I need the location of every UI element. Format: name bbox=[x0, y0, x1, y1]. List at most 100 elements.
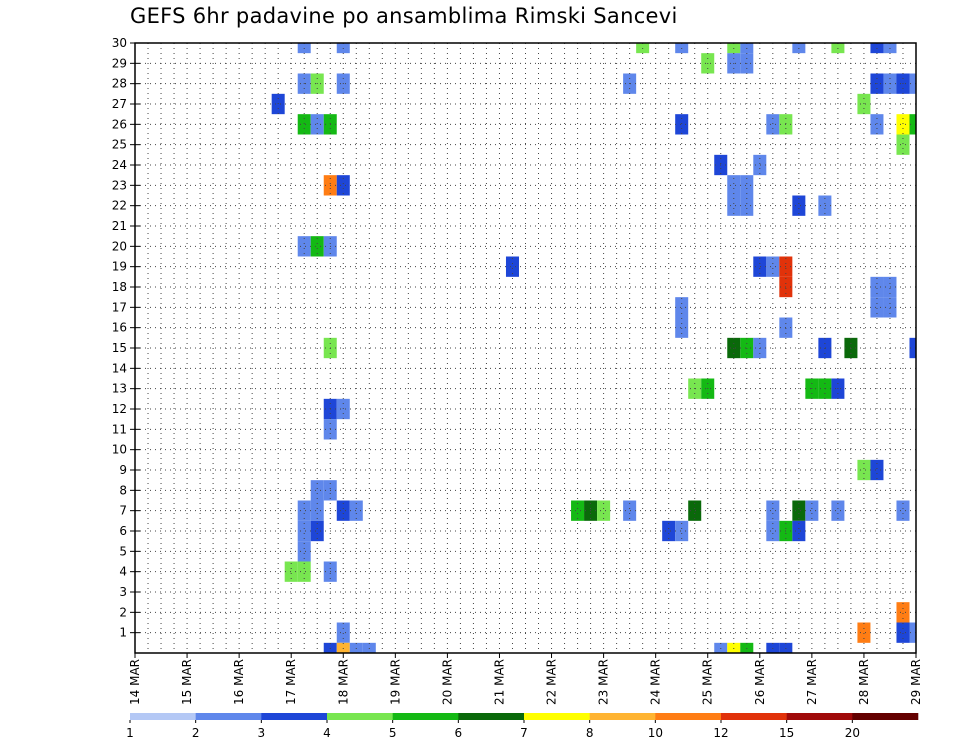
heatmap-cell bbox=[857, 459, 871, 481]
y-tick-label: 10 bbox=[112, 443, 127, 457]
heatmap-cell bbox=[870, 276, 884, 298]
heatmap-cell bbox=[818, 195, 832, 216]
heatmap-cell bbox=[675, 317, 689, 338]
colorbar-segment bbox=[392, 713, 459, 720]
heatmap-cell bbox=[297, 520, 311, 542]
heatmap-cell bbox=[597, 500, 611, 521]
x-tick-label: 23 MAR bbox=[597, 659, 611, 705]
x-tick-label: 17 MAR bbox=[284, 659, 298, 705]
heatmap-cell bbox=[792, 520, 806, 542]
y-tick-label: 25 bbox=[112, 138, 127, 152]
heatmap-cell bbox=[349, 642, 363, 653]
x-tick-label: 15 MAR bbox=[180, 659, 194, 705]
y-tick-label: 1 bbox=[119, 626, 127, 640]
y-tick-label: 20 bbox=[112, 239, 127, 253]
heatmap-cell bbox=[753, 256, 767, 277]
heatmap-cell bbox=[675, 297, 689, 318]
y-tick-label: 22 bbox=[112, 199, 127, 213]
heatmap-cell bbox=[662, 520, 676, 542]
heatmap-cell bbox=[753, 154, 767, 176]
heatmap-cell bbox=[909, 114, 916, 135]
heatmap-cell bbox=[297, 541, 311, 562]
y-tick-label: 21 bbox=[112, 219, 127, 233]
y-tick-label: 6 bbox=[119, 524, 127, 538]
heatmap-cell bbox=[831, 500, 845, 521]
x-tick-label: 19 MAR bbox=[388, 659, 402, 705]
y-tick-label: 17 bbox=[112, 300, 127, 314]
heatmap-cell bbox=[310, 520, 324, 542]
y-tick-label: 24 bbox=[112, 158, 127, 172]
heatmap-cell bbox=[896, 500, 910, 521]
colorbar-segment bbox=[786, 713, 853, 720]
y-tick-label: 27 bbox=[112, 97, 127, 111]
y-tick-label: 12 bbox=[112, 402, 127, 416]
colorbar-segment bbox=[458, 713, 525, 720]
colorbar-label: 6 bbox=[455, 726, 463, 740]
colorbar-label: 5 bbox=[389, 726, 397, 740]
heatmap-cell bbox=[909, 622, 916, 643]
colorbar-segment bbox=[524, 713, 590, 720]
heatmap-cell bbox=[792, 500, 806, 521]
y-tick-label: 13 bbox=[112, 382, 127, 396]
heatmap-cell bbox=[297, 114, 311, 135]
y-tick-label: 30 bbox=[112, 36, 127, 50]
heatmap-cell bbox=[336, 622, 350, 643]
colorbar-segment bbox=[655, 713, 722, 720]
y-tick-label: 16 bbox=[112, 321, 127, 335]
x-tick-label: 18 MAR bbox=[336, 659, 350, 705]
heatmap-cell bbox=[310, 114, 324, 135]
colorbar-label: 4 bbox=[323, 726, 331, 740]
heatmap-cell bbox=[336, 642, 350, 653]
heatmap-cell bbox=[870, 459, 884, 481]
x-tick-label: 14 MAR bbox=[128, 659, 142, 705]
heatmap-cell bbox=[623, 500, 637, 521]
heatmap-cell bbox=[896, 134, 910, 155]
heatmap-cell bbox=[571, 500, 585, 521]
colorbar-label: 8 bbox=[586, 726, 594, 740]
heatmap-cell bbox=[284, 561, 298, 582]
y-tick-label: 2 bbox=[119, 605, 127, 619]
heatmap-cell bbox=[909, 73, 916, 94]
heatmap-cell bbox=[714, 642, 728, 653]
heatmap-cell bbox=[310, 480, 324, 501]
x-tick-label: 26 MAR bbox=[753, 659, 767, 705]
heatmap-cell bbox=[740, 642, 754, 653]
x-tick-label: 25 MAR bbox=[701, 659, 715, 705]
heatmap-cell bbox=[310, 500, 324, 521]
colorbar-segment bbox=[721, 713, 787, 720]
colorbar-label: 10 bbox=[648, 726, 663, 740]
heatmap-cell bbox=[896, 622, 910, 643]
heatmap-cell bbox=[766, 520, 780, 542]
y-tick-label: 5 bbox=[119, 544, 127, 558]
y-tick-label: 23 bbox=[112, 178, 127, 192]
heatmap-cell bbox=[323, 642, 337, 653]
colorbar-label: 7 bbox=[520, 726, 528, 740]
heatmap-cell bbox=[766, 114, 780, 135]
colorbar-label: 20 bbox=[845, 726, 860, 740]
x-tick-label: 29 MAR bbox=[909, 659, 923, 705]
heatmap-cell bbox=[766, 256, 780, 277]
heatmap-cell bbox=[870, 297, 884, 318]
colorbar-label: 2 bbox=[192, 726, 200, 740]
x-tick-label: 21 MAR bbox=[492, 659, 506, 705]
y-tick-label: 14 bbox=[112, 361, 127, 375]
heatmap-cell bbox=[896, 602, 910, 623]
chart-title: GEFS 6hr padavine po ansamblima Rimski S… bbox=[130, 4, 678, 28]
colorbar-segment bbox=[327, 713, 393, 720]
colorbar-label: 3 bbox=[258, 726, 266, 740]
y-tick-label: 7 bbox=[119, 504, 127, 518]
y-tick-label: 8 bbox=[119, 483, 127, 497]
y-tick-label: 9 bbox=[119, 463, 127, 477]
heatmap-cell bbox=[766, 642, 780, 653]
colorbar-segment bbox=[130, 713, 196, 720]
heatmap-cell bbox=[740, 175, 754, 196]
colorbar-label: 12 bbox=[713, 726, 728, 740]
heatmap-cell bbox=[805, 500, 819, 521]
y-tick-label: 3 bbox=[119, 585, 127, 599]
colorbar-label: 15 bbox=[779, 726, 794, 740]
x-tick-label: 24 MAR bbox=[649, 659, 663, 705]
heatmap-cell bbox=[766, 500, 780, 521]
heatmap-cell bbox=[675, 520, 689, 542]
y-tick-label: 15 bbox=[112, 341, 127, 355]
